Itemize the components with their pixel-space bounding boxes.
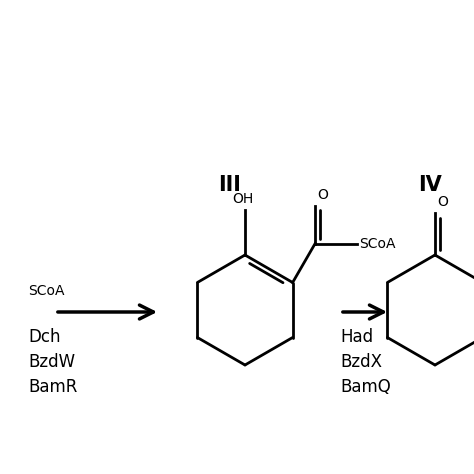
Text: IV: IV <box>418 175 442 195</box>
Text: O: O <box>317 188 328 201</box>
Text: BzdW: BzdW <box>28 353 75 371</box>
Text: III: III <box>219 175 241 195</box>
Text: Dch: Dch <box>28 328 61 346</box>
Text: Had: Had <box>340 328 373 346</box>
Text: O: O <box>437 195 448 209</box>
Text: BamR: BamR <box>28 378 77 396</box>
Text: BamQ: BamQ <box>340 378 391 396</box>
Text: OH: OH <box>232 192 254 206</box>
Text: SCoA: SCoA <box>359 237 396 251</box>
Text: SCoA: SCoA <box>28 284 64 298</box>
Text: BzdX: BzdX <box>340 353 382 371</box>
